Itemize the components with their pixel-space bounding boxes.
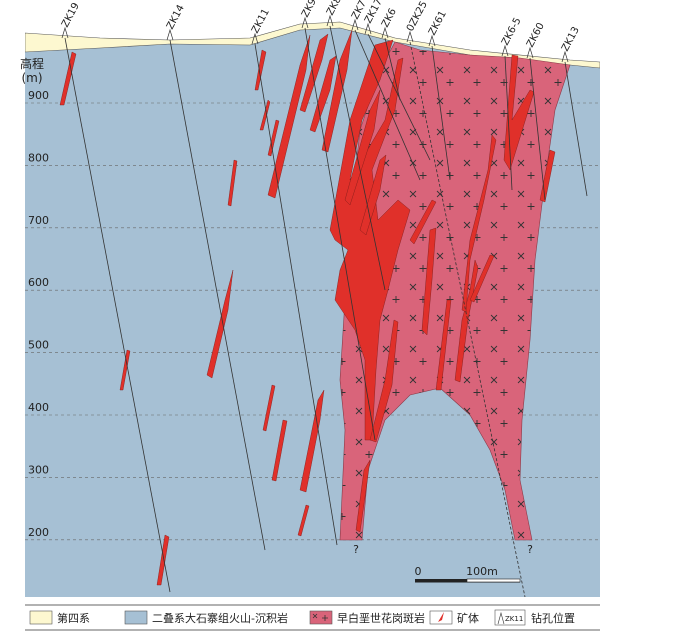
legend-swatch [124, 610, 148, 625]
legend-swatch [494, 609, 526, 626]
borehole-marker [351, 18, 359, 31]
ore-bodies [59, 29, 556, 586]
borehole-marker [251, 32, 259, 45]
elevation-label: 500 [28, 339, 49, 352]
elevation-label: 600 [28, 276, 49, 289]
borehole [354, 29, 421, 181]
borehole-label: ZK8 [325, 0, 344, 17]
borehole [329, 25, 386, 291]
legend-swatch-pattern [312, 613, 328, 621]
scale-end: 100m [466, 565, 498, 578]
borehole [169, 39, 266, 551]
uncertain-mark: ? [527, 543, 533, 556]
borehole-label: ZK6-5 [500, 16, 524, 47]
borehole [504, 55, 513, 191]
borehole-label: ZK11 [250, 7, 272, 35]
elevation-label: 900 [28, 89, 49, 102]
borehole-label: ZK14 [165, 3, 187, 31]
borehole-marker [501, 44, 509, 57]
borehole-marker [326, 14, 334, 27]
borehole [409, 41, 526, 597]
legend-swatch [309, 610, 333, 625]
borehole-marker [406, 30, 414, 43]
legend-label: 早白垩世花岗斑岩 [337, 611, 425, 625]
axis-label: 高程 [20, 56, 44, 71]
legend-swatch-ore [438, 612, 444, 622]
borehole-label: ZK19 [60, 1, 82, 29]
borehole-marker [166, 28, 174, 41]
borehole [64, 37, 171, 593]
borehole-label: ZK61 [427, 9, 449, 37]
borehole-marker [301, 16, 309, 29]
granite-texture [339, 41, 571, 541]
quaternary [25, 21, 600, 69]
elevation-label: 700 [28, 214, 49, 227]
borehole-label: 0ZK25 [405, 0, 430, 33]
elevation-label: 200 [28, 526, 49, 539]
legend-swatch [29, 610, 53, 625]
borehole-label: ZK9 [300, 0, 319, 19]
legend-label: 钻孔位置 [531, 611, 575, 625]
borehole-marker [428, 34, 436, 47]
borehole [529, 57, 546, 201]
borehole-marker [364, 22, 372, 35]
elevation-label: 400 [28, 401, 49, 414]
borehole [384, 37, 401, 101]
uncertain-mark: ? [353, 543, 359, 556]
axis-unit: (m) [21, 71, 42, 85]
borehole-marker [561, 50, 569, 63]
legend-label: 第四系 [57, 611, 90, 625]
borehole-marker [381, 26, 389, 39]
borehole-marker [526, 46, 534, 59]
borehole [564, 61, 588, 197]
borehole [304, 27, 376, 441]
legend-icon-label: ZK11 [505, 615, 523, 623]
borehole [431, 45, 451, 181]
legend-label: 矿体 [457, 611, 479, 625]
elevation-label: 300 [28, 463, 49, 476]
borehole-label: ZK13 [560, 25, 582, 53]
scale-start: 0 [415, 565, 422, 578]
section-body [25, 21, 600, 597]
scale-bar: 0 100m [415, 565, 521, 583]
legend-label: 二叠系大石寨组火山-沉积岩 [152, 611, 288, 625]
borehole-label: ZK60 [525, 21, 547, 49]
borehole-marker [61, 26, 69, 39]
elevation-label: 800 [28, 151, 49, 164]
legend-icon-marker [497, 611, 505, 625]
borehole-label: ZK6 [380, 7, 399, 30]
borehole [254, 43, 338, 546]
